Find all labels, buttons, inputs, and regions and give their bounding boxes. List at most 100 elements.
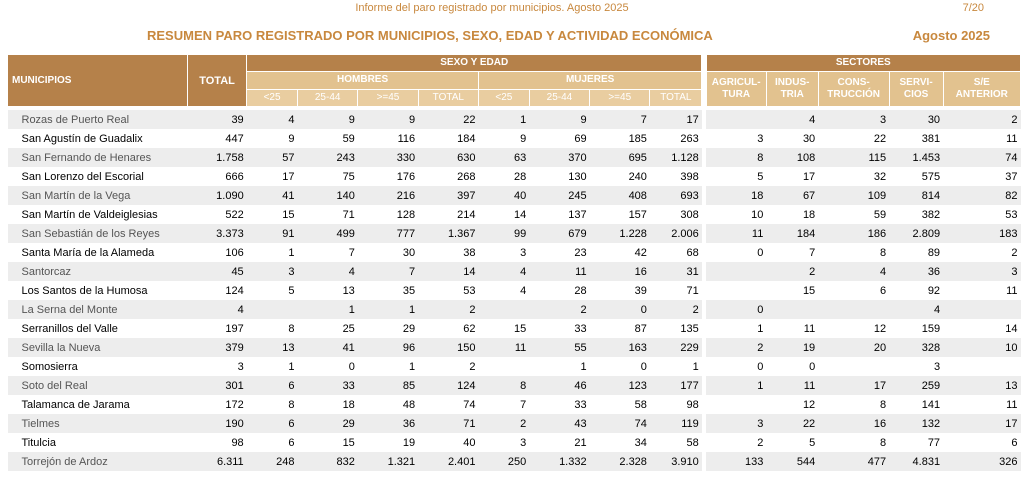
cell-h-lt25: 1 <box>246 243 298 262</box>
cell-h-total: 38 <box>418 243 479 262</box>
cell-m-lt25: 99 <box>478 224 530 243</box>
cell-h-total: 150 <box>418 338 479 357</box>
cell-municipio: Los Santos de la Humosa <box>7 281 188 300</box>
cell-m-total: 135 <box>649 319 702 338</box>
cell-construccion: 4 <box>818 262 890 281</box>
cell-servicios: 4 <box>889 300 944 319</box>
cell-m-ge45: 34 <box>589 433 650 452</box>
cell-industria: 22 <box>766 414 819 433</box>
cell-total: 3.373 <box>187 224 247 243</box>
cell-h-lt25 <box>246 300 298 319</box>
cell-m-25-44: 46 <box>529 376 590 395</box>
cell-construccion: 477 <box>818 452 890 471</box>
cell-h-25-44: 41 <box>297 338 358 357</box>
cell-h-lt25: 6 <box>246 414 298 433</box>
cell-sin-empleo: 326 <box>943 452 1021 471</box>
cell-municipio: Torrejón de Ardoz <box>7 452 188 471</box>
cell-industria: 184 <box>766 224 819 243</box>
cell-m-total: 71 <box>649 281 702 300</box>
cell-h-25-44: 15 <box>297 433 358 452</box>
cell-total: 379 <box>187 338 247 357</box>
cell-m-ge45: 408 <box>589 186 650 205</box>
page-header: Informe del paro registrado por municipi… <box>0 2 1024 18</box>
cell-h-total: 74 <box>418 395 479 414</box>
cell-agricultura <box>706 262 767 281</box>
cell-m-25-44: 33 <box>529 395 590 414</box>
cell-m-25-44: 33 <box>529 319 590 338</box>
cell-sin-empleo: 53 <box>943 205 1021 224</box>
cell-municipio: Sevilla la Nueva <box>7 338 188 357</box>
cell-m-lt25: 2 <box>478 414 530 433</box>
cell-m-ge45: 240 <box>589 167 650 186</box>
cell-municipio: San Lorenzo del Escorial <box>7 167 188 186</box>
cell-construccion: 22 <box>818 129 890 148</box>
cell-sin-empleo: 183 <box>943 224 1021 243</box>
cell-municipio: La Serna del Monte <box>7 300 188 319</box>
cell-agricultura: 133 <box>706 452 767 471</box>
cell-m-25-44: 245 <box>529 186 590 205</box>
cell-m-ge45: 0 <box>589 300 650 319</box>
cell-sin-empleo: 74 <box>943 148 1021 167</box>
cell-agricultura: 8 <box>706 148 767 167</box>
cell-h-ge45: 1 <box>357 357 419 376</box>
cell-servicios: 259 <box>889 376 944 395</box>
cell-m-25-44: 679 <box>529 224 590 243</box>
cell-h-25-44: 71 <box>297 205 358 224</box>
cell-m-lt25: 3 <box>478 243 530 262</box>
cell-servicios: 36 <box>889 262 944 281</box>
cell-construccion: 8 <box>818 395 890 414</box>
cell-h-25-44: 9 <box>297 110 358 129</box>
table-row: Talamanca de Jarama 172 8 18 48 74 7 33 58 98 12 8 1… <box>7 395 1021 414</box>
table-row: Santorcaz 45 3 4 7 14 4 11 16 31 2 4 36 3 <box>7 262 1021 281</box>
cell-m-ge45: 58 <box>589 395 650 414</box>
cell-h-total: 1.367 <box>418 224 479 243</box>
cell-industria: 15 <box>766 281 819 300</box>
cell-m-total: 17 <box>649 110 702 129</box>
cell-h-lt25: 57 <box>246 148 298 167</box>
cell-agricultura: 2 <box>706 433 767 452</box>
cell-sin-empleo: 13 <box>943 376 1021 395</box>
cell-industria: 0 <box>766 357 819 376</box>
cell-servicios: 2.809 <box>889 224 944 243</box>
cell-m-lt25: 7 <box>478 395 530 414</box>
table-row: Santa María de la Alameda 106 1 7 30 38 3 23 42 6… <box>7 243 1021 262</box>
cell-m-total: 31 <box>649 262 702 281</box>
cell-total: 3 <box>187 357 247 376</box>
cell-agricultura <box>706 395 767 414</box>
cell-industria: 5 <box>766 433 819 452</box>
cell-municipio: Titulcia <box>7 433 188 452</box>
cell-industria: 67 <box>766 186 819 205</box>
cell-m-total: 68 <box>649 243 702 262</box>
cell-industria: 2 <box>766 262 819 281</box>
cell-h-ge45: 29 <box>357 319 419 338</box>
cell-h-total: 2.401 <box>418 452 479 471</box>
cell-m-25-44: 2 <box>529 300 590 319</box>
cell-agricultura: 5 <box>706 167 767 186</box>
cell-total: 106 <box>187 243 247 262</box>
cell-municipio: San Fernando de Henares <box>7 148 188 167</box>
cell-h-25-44: 499 <box>297 224 358 243</box>
cell-h-ge45: 1 <box>357 300 419 319</box>
cell-m-ge45: 87 <box>589 319 650 338</box>
cell-servicios: 814 <box>889 186 944 205</box>
cell-municipio: Somosierra <box>7 357 188 376</box>
cell-servicios: 141 <box>889 395 944 414</box>
cell-m-lt25 <box>478 300 530 319</box>
cell-total: 4 <box>187 300 247 319</box>
cell-municipio: Santorcaz <box>7 262 188 281</box>
table-row: Torrejón de Ardoz 6.311 248 832 1.321 2.401 25… <box>7 452 1021 471</box>
cell-h-total: 397 <box>418 186 479 205</box>
cell-agricultura: 1 <box>706 376 767 395</box>
cell-total: 6.311 <box>187 452 247 471</box>
cell-h-ge45: 1.321 <box>357 452 419 471</box>
cell-agricultura: 11 <box>706 224 767 243</box>
cell-sin-empleo: 11 <box>943 129 1021 148</box>
cell-m-ge45: 1.228 <box>589 224 650 243</box>
table-row: Tielmes 190 6 29 36 71 2 43 74 119 3 22 16 132 17 <box>7 414 1021 433</box>
period-title: Agosto 2025 <box>912 28 990 43</box>
cell-servicios: 1.453 <box>889 148 944 167</box>
cell-agricultura <box>706 110 767 129</box>
cell-m-lt25: 1 <box>478 110 530 129</box>
cell-m-lt25: 11 <box>478 338 530 357</box>
cell-m-total: 398 <box>649 167 702 186</box>
